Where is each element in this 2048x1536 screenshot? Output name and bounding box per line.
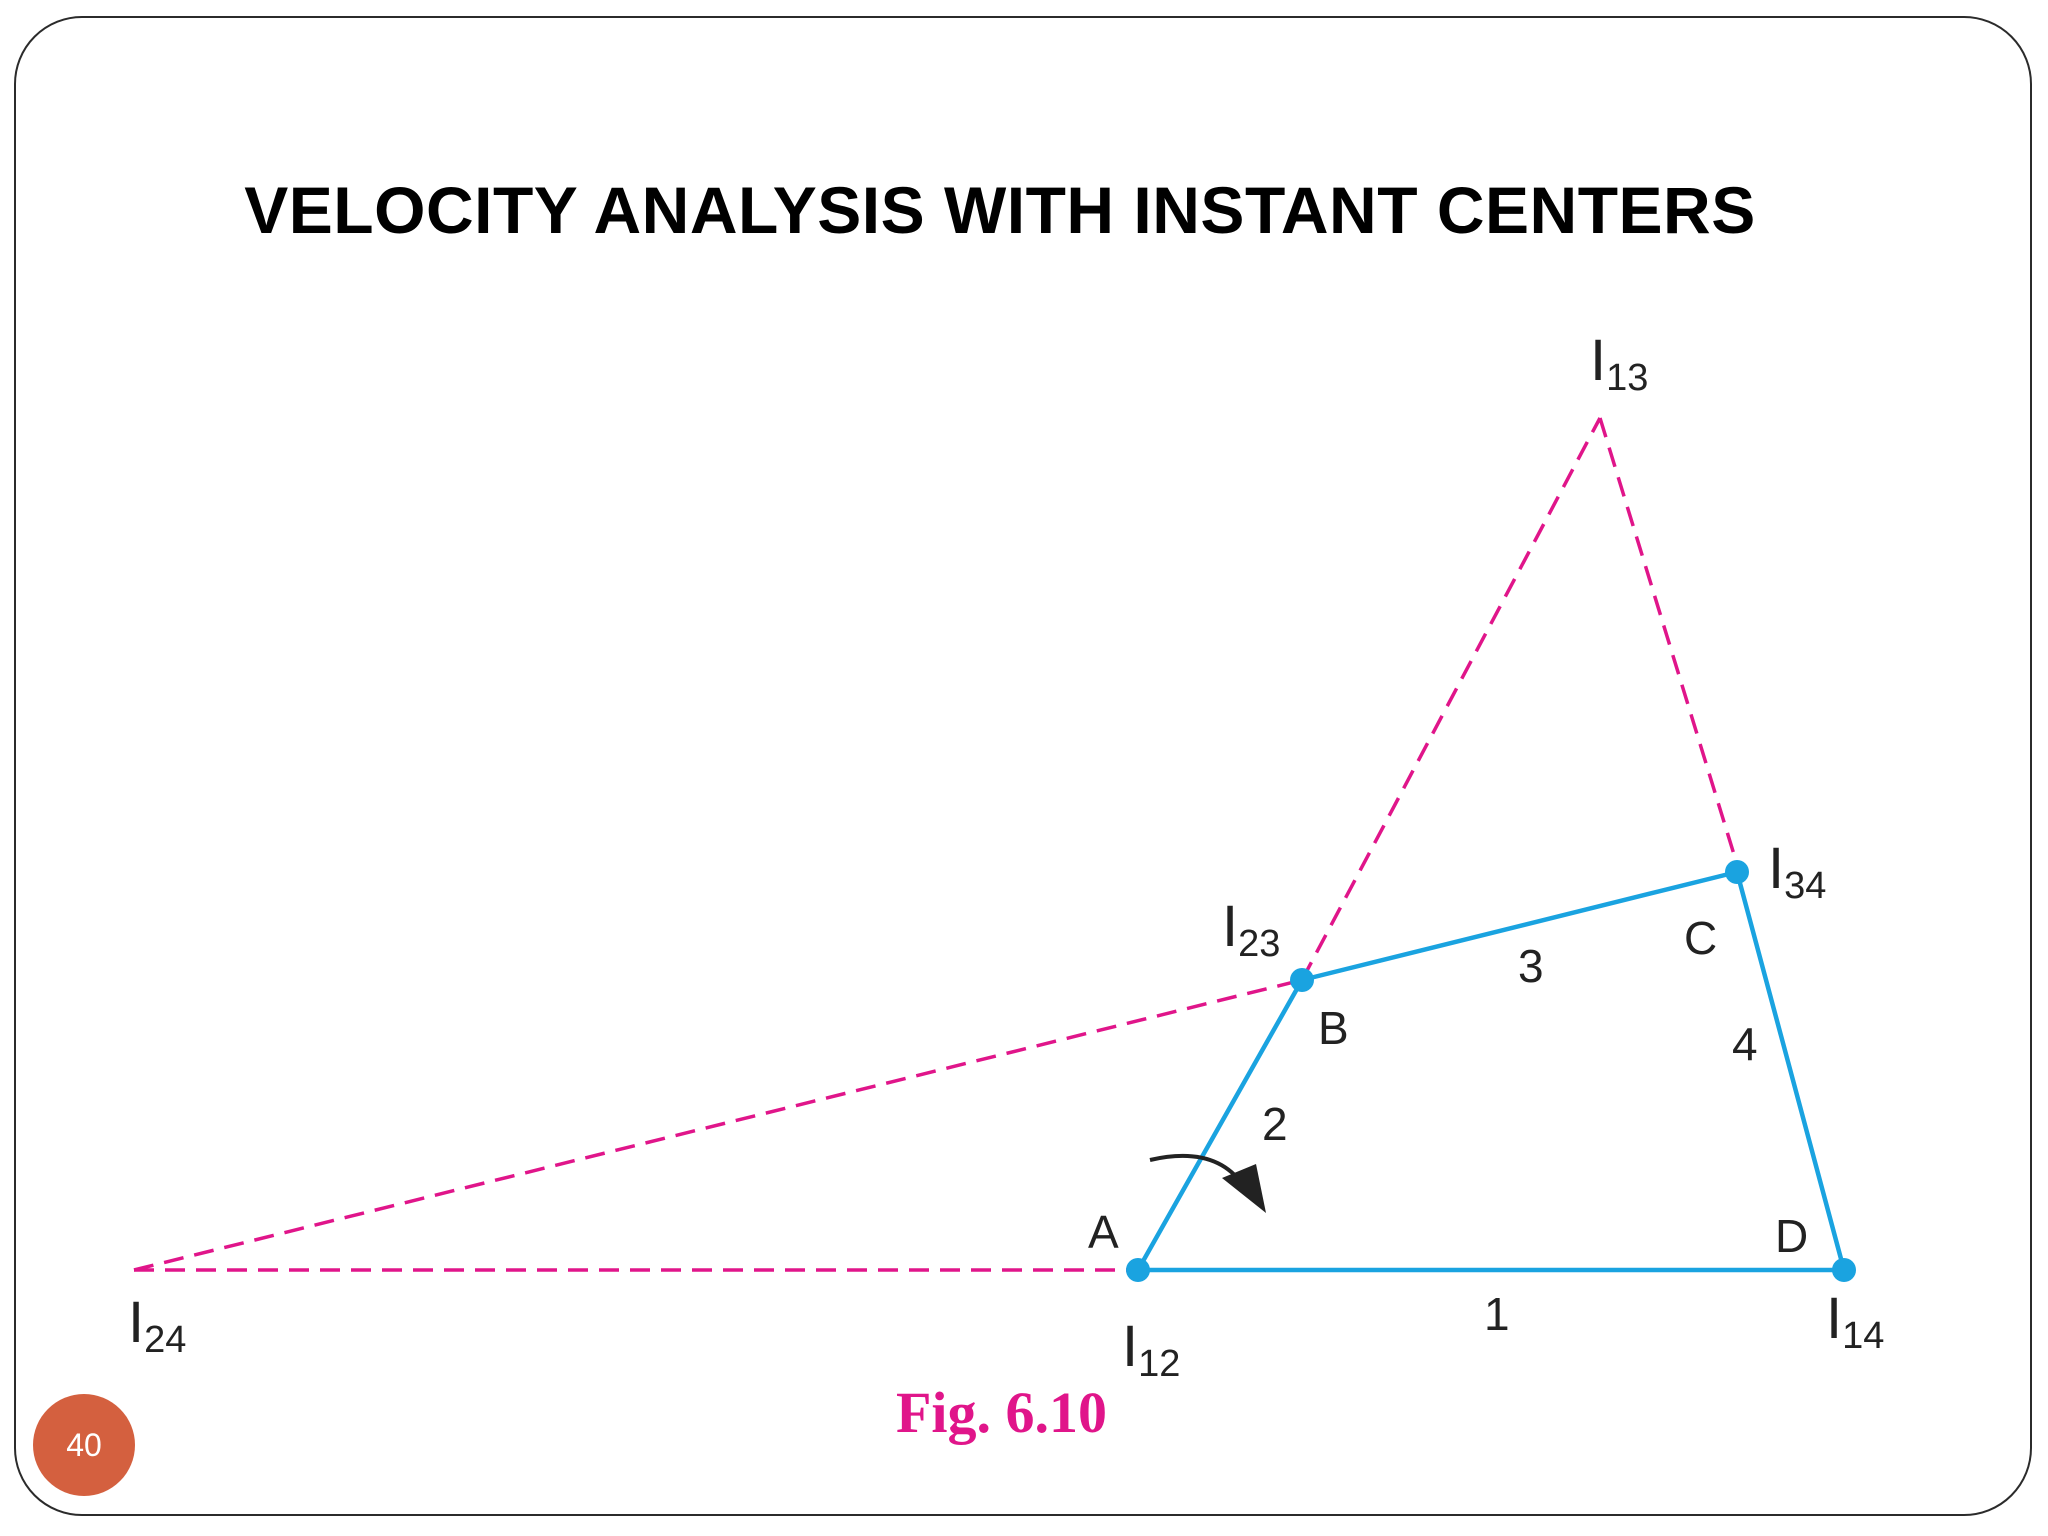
slide-title: VELOCITY ANALYSIS WITH INSTANT CENTERS [244,173,1756,247]
point-label-c: C [1684,912,1717,964]
joint-d [1832,1258,1856,1282]
joint-b [1290,968,1314,992]
point-label-a: A [1088,1206,1119,1258]
link-4-rocker [1734,869,1847,1273]
instant-center-label-i13: I13 [1590,328,1648,399]
point-label-b: B [1318,1002,1349,1054]
joint-c [1725,860,1749,884]
figure-caption: Fig. 6.10 [896,1380,1107,1445]
instant-center-label-i12: I12 [1122,1314,1180,1385]
point-label-d: D [1775,1210,1808,1262]
joints [1126,860,1856,1282]
instant-center-label-i14: I14 [1826,1286,1884,1357]
link-label-1: 1 [1484,1288,1510,1340]
instant-center-label-i24: I24 [128,1290,186,1361]
joint-a [1126,1258,1150,1282]
construction-lines [133,417,1742,1272]
link-3-coupler [1299,869,1740,983]
link-label-4: 4 [1732,1018,1758,1070]
link-label-2: 2 [1262,1098,1288,1150]
link-label-3: 3 [1518,940,1544,992]
construction-line-i13-c [1598,417,1742,875]
page-number-badge: 40 [33,1394,135,1496]
slide-frame [14,16,2032,1516]
instant-center-label-i23: I23 [1222,894,1280,965]
link-2-crank [1135,977,1305,1273]
rotation-arrow-icon [1149,1153,1266,1213]
linkage-bars [1135,869,1847,1273]
construction-line-b-i13 [1300,417,1602,981]
construction-line-i24-b [133,978,1303,1272]
instant-center-label-i34: I34 [1768,836,1826,907]
